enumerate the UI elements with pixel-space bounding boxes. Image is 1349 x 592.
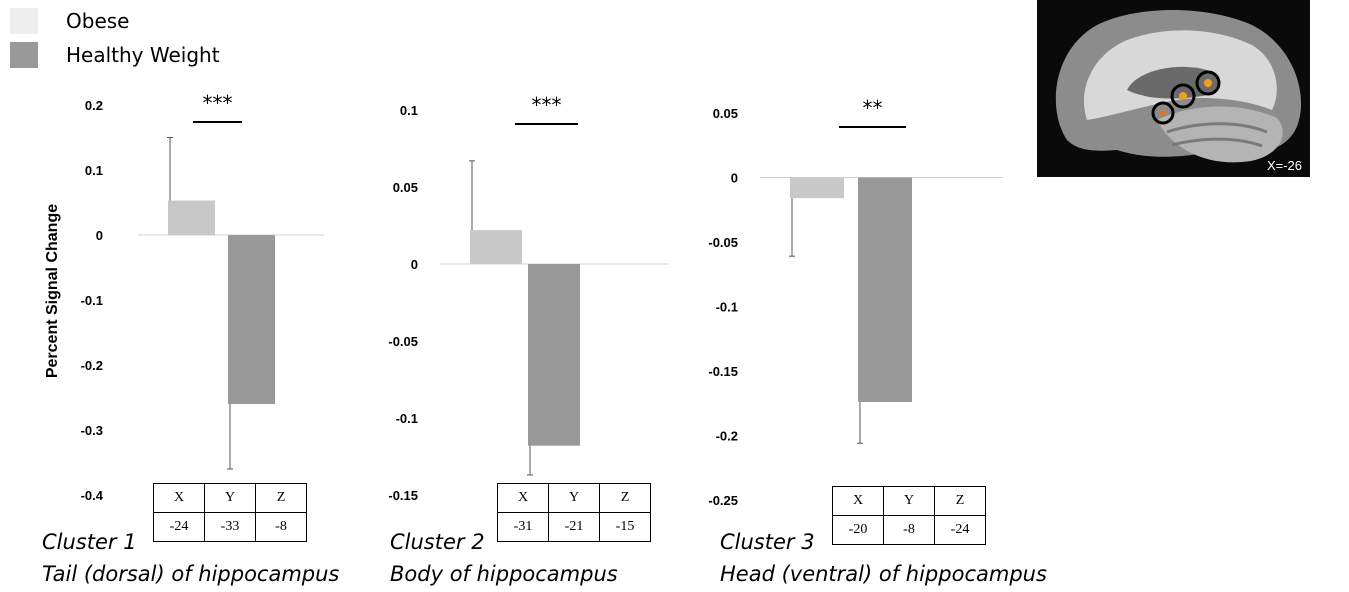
y-tick-label: -0.15 [708,364,738,379]
coord-header-z: Z [934,486,986,516]
cluster-2-name: Cluster 2 [390,530,485,554]
y-tick-label: 0.1 [85,163,103,178]
coord-header-z: Z [599,483,651,513]
y-tick-label: 0 [411,257,418,272]
brain-image: X=-26 [1037,0,1310,177]
y-tick-label: 0.2 [85,98,103,113]
y-tick-label: -0.1 [396,411,418,426]
bar-healthy-weight [528,264,580,446]
significance-marker: ** [863,96,883,120]
y-tick-label: 0.1 [400,103,418,118]
coord-value-x: -24 [153,512,205,542]
y-tick-label: 0.05 [393,180,418,195]
bar-healthy-weight [228,235,275,404]
coords-table-cluster-3: X Y Z -20 -8 -24 [832,486,986,545]
legend-swatch-healthy [10,42,38,68]
cluster-1-name: Cluster 1 [42,530,137,554]
coords-table-cluster-1: X Y Z -24 -33 -8 [153,483,307,542]
legend-label-obese: Obese [66,9,130,33]
y-tick-label: -0.2 [81,358,103,373]
legend-label-healthy: Healthy Weight [66,43,220,67]
y-tick-label: 0.05 [713,106,738,121]
coord-header-y: Y [204,483,256,513]
y-tick-label: -0.3 [81,423,103,438]
coord-header-x: X [832,486,884,516]
bar-healthy-weight [858,177,912,402]
bar-obese [168,200,215,235]
brain-illustration [1037,0,1310,177]
y-tick-label: -0.25 [708,493,738,508]
coord-header-z: Z [255,483,307,513]
coord-value-z: -15 [599,512,651,542]
cluster-3-name: Cluster 3 [720,530,815,554]
cluster-3-description: Head (ventral) of hippocampus [720,562,1047,586]
coord-header-y: Y [548,483,600,513]
coord-value-z: -24 [934,515,986,545]
coords-table-cluster-2: X Y Z -31 -21 -15 [497,483,651,542]
y-tick-label: -0.05 [388,334,418,349]
y-tick-label: -0.4 [81,488,104,503]
y-tick-label: 0 [96,228,103,243]
y-tick-label: -0.1 [81,293,103,308]
coord-value-y: -33 [204,512,256,542]
cluster-1-description: Tail (dorsal) of hippocampus [42,562,340,586]
y-tick-label: -0.05 [708,235,738,250]
bar-obese [470,230,522,264]
significance-marker: *** [532,93,562,117]
y-tick-label: -0.1 [716,300,738,315]
coord-header-x: X [497,483,549,513]
coord-header-y: Y [883,486,935,516]
brain-slice-label: X=-26 [1266,158,1302,173]
bar-obese [790,177,844,199]
coord-value-y: -21 [548,512,600,542]
significance-marker: *** [203,91,233,115]
coord-value-x: -31 [497,512,549,542]
legend-item-obese: Obese [10,8,129,34]
y-tick-label: -0.15 [388,488,418,503]
cluster-2-description: Body of hippocampus [390,562,618,586]
y-tick-label: 0 [731,171,738,186]
coord-header-x: X [153,483,205,513]
y-tick-label: -0.2 [716,429,738,444]
coord-value-x: -20 [832,515,884,545]
coord-value-z: -8 [255,512,307,542]
coord-value-y: -8 [883,515,935,545]
legend-swatch-obese [10,8,38,34]
legend-item-healthy: Healthy Weight [10,42,220,68]
